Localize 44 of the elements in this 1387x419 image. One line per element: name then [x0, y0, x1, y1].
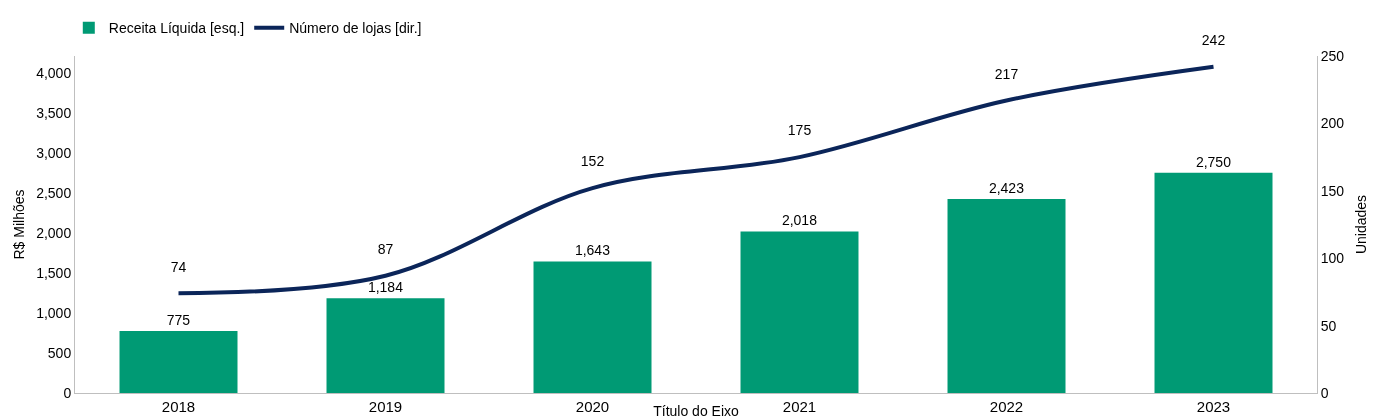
bar: [947, 199, 1066, 393]
bar: [740, 231, 859, 393]
data-label: 1,184: [367, 279, 404, 296]
y2-tick-label: 200: [1320, 115, 1345, 132]
y-tick-label: 2,500: [36, 184, 72, 201]
data-label: 2,423: [988, 180, 1025, 197]
x-tick-label: 2019: [368, 398, 403, 415]
legend-label: Receita Líquida [esq.]: [108, 20, 245, 37]
y-tick-label: 500: [47, 344, 72, 361]
bar: [119, 330, 238, 393]
y2-tick-label: 50: [1320, 317, 1337, 334]
data-label: 775: [166, 311, 191, 328]
data-label: 242: [1201, 32, 1226, 49]
data-label: 1,643: [574, 242, 611, 259]
bar: [533, 261, 652, 393]
y2-tick-label: 250: [1320, 47, 1345, 64]
data-label: 175: [787, 122, 812, 139]
data-label: 152: [580, 153, 605, 170]
y2-axis-title: Unidades: [1352, 194, 1369, 255]
data-label: 74: [170, 258, 187, 275]
y-axis-title: R$ Milhões: [10, 189, 27, 260]
data-label: 2,018: [781, 212, 818, 229]
data-label: 217: [994, 65, 1019, 82]
x-tick-label: 2023: [1196, 398, 1231, 415]
bar: [326, 298, 445, 393]
x-tick-label: 2018: [161, 398, 196, 415]
y-tick-label: 3,500: [36, 104, 72, 121]
legend-label: Número de lojas [dir.]: [289, 20, 422, 37]
y2-tick-label: 0: [1320, 384, 1329, 401]
bar: [1154, 172, 1273, 393]
y-tick-label: 4,000: [36, 64, 72, 81]
y-tick-label: 0: [63, 384, 72, 401]
y2-tick-label: 100: [1320, 250, 1345, 267]
data-label: 2,750: [1195, 153, 1232, 170]
y-tick-label: 2,000: [36, 224, 72, 241]
x-tick-label: 2020: [575, 398, 610, 415]
y2-tick-label: 150: [1320, 182, 1345, 199]
x-tick-label: 2022: [989, 398, 1024, 415]
y-tick-label: 1,500: [36, 264, 72, 281]
y-tick-label: 3,000: [36, 144, 72, 161]
y-tick-label: 1,000: [36, 304, 72, 321]
x-tick-label: 2021: [782, 398, 817, 415]
data-label: 87: [377, 241, 394, 258]
x-axis-title: Título do Eixo: [653, 403, 740, 419]
